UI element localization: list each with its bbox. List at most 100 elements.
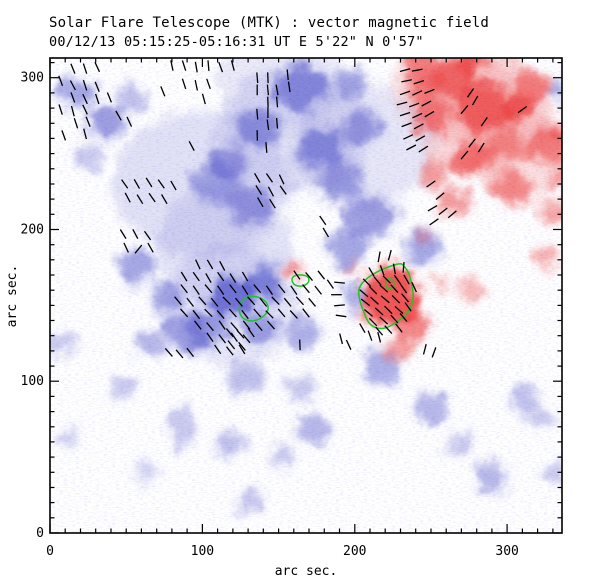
vector-segment <box>218 320 226 330</box>
vector-segment <box>157 179 165 189</box>
vector-segment <box>216 309 225 320</box>
vector-segment <box>265 142 268 153</box>
vector-segment <box>94 62 101 73</box>
vector-segment <box>399 111 411 117</box>
vector-segment <box>236 329 245 339</box>
vector-segment <box>427 205 438 212</box>
vector-segment <box>70 63 76 74</box>
vector-segment <box>384 305 393 315</box>
vector-segment <box>119 229 127 239</box>
vector-segment <box>256 72 259 84</box>
x-tick-label: 100 <box>191 544 214 559</box>
vector-segment <box>345 339 352 350</box>
vector-segment <box>204 284 213 294</box>
vector-segment <box>418 145 429 153</box>
vector-segment <box>265 285 274 295</box>
vector-segment <box>399 90 411 96</box>
vector-segment <box>134 244 143 254</box>
vector-segment <box>70 92 76 103</box>
noise-speckle-layer <box>50 58 562 533</box>
vector-segment <box>194 79 199 91</box>
vector-segment <box>370 296 379 305</box>
vector-segment <box>180 308 189 318</box>
vector-segment <box>253 308 262 318</box>
vector-segment <box>175 349 184 359</box>
plot-border <box>49 57 563 534</box>
vector-segment <box>133 178 141 189</box>
vector-segment <box>238 344 246 355</box>
vector-segment <box>411 282 417 293</box>
vector-segment <box>431 347 437 358</box>
vector-segment <box>229 284 237 294</box>
vector-segment <box>399 312 408 323</box>
vector-segment <box>295 296 304 306</box>
vector-segment <box>424 88 435 95</box>
vector-segment <box>359 289 369 298</box>
vector-segment <box>181 60 187 71</box>
field-contour <box>384 278 395 290</box>
vector-segment <box>277 284 286 294</box>
vector-segment <box>228 308 237 318</box>
vector-segment <box>201 93 206 105</box>
vector-segment <box>302 308 310 318</box>
vector-segment <box>265 310 274 319</box>
vector-segment <box>58 104 63 115</box>
vector-segment <box>271 296 280 306</box>
vector-segment <box>287 81 291 93</box>
vector-segment <box>94 81 100 93</box>
vector-segment <box>460 150 469 160</box>
vector-segment <box>377 331 382 343</box>
vector-segment <box>186 297 195 307</box>
vector-segment <box>411 68 423 72</box>
vector-segment <box>132 228 139 240</box>
vector-segment <box>275 96 279 108</box>
vector-segment <box>147 242 154 253</box>
vector-segment <box>170 180 177 191</box>
vector-segment <box>390 314 399 324</box>
y-tick-label: 300 <box>21 71 44 86</box>
vector-segment <box>257 197 264 208</box>
vector-segment <box>413 79 425 85</box>
vector-segment <box>180 271 188 282</box>
vector-segment <box>390 284 399 294</box>
figure-title: Solar Flare Telescope (MTK) : vector mag… <box>49 15 489 31</box>
x-tick-label: 200 <box>343 544 366 559</box>
vector-segment <box>477 142 485 153</box>
vector-segment <box>360 298 371 307</box>
vector-segment <box>406 144 417 151</box>
vector-segment <box>412 90 423 96</box>
vector-segment <box>334 281 345 284</box>
vector-segment <box>466 88 475 98</box>
vector-segment <box>160 86 166 97</box>
vector-segment <box>222 296 231 306</box>
vector-field-layer <box>58 60 528 359</box>
vector-segment <box>170 60 174 71</box>
vector-segment <box>367 330 373 341</box>
vector-segment <box>73 117 79 129</box>
vector-segment <box>241 309 249 320</box>
vector-segment <box>278 174 285 185</box>
vector-segment <box>225 346 234 356</box>
vector-segment <box>217 285 225 295</box>
vector-segment <box>82 79 88 91</box>
vector-segment <box>83 128 88 140</box>
vector-segment <box>225 328 234 338</box>
vector-segment <box>136 194 144 205</box>
vector-segment <box>192 309 201 320</box>
vector-segment <box>180 284 188 294</box>
vector-segment <box>401 79 412 83</box>
vector-segment <box>283 297 292 307</box>
vector-segment <box>286 69 289 81</box>
vector-segment <box>401 122 412 128</box>
vector-segment <box>426 180 436 188</box>
vector-segment <box>387 249 392 261</box>
x-axis-title: arc sec. <box>275 564 338 579</box>
vector-segment <box>218 334 227 344</box>
vector-segment <box>230 60 235 71</box>
vector-segment <box>335 314 347 318</box>
vector-segment <box>399 68 411 73</box>
vector-segment <box>517 105 528 114</box>
vector-segment <box>399 283 408 294</box>
